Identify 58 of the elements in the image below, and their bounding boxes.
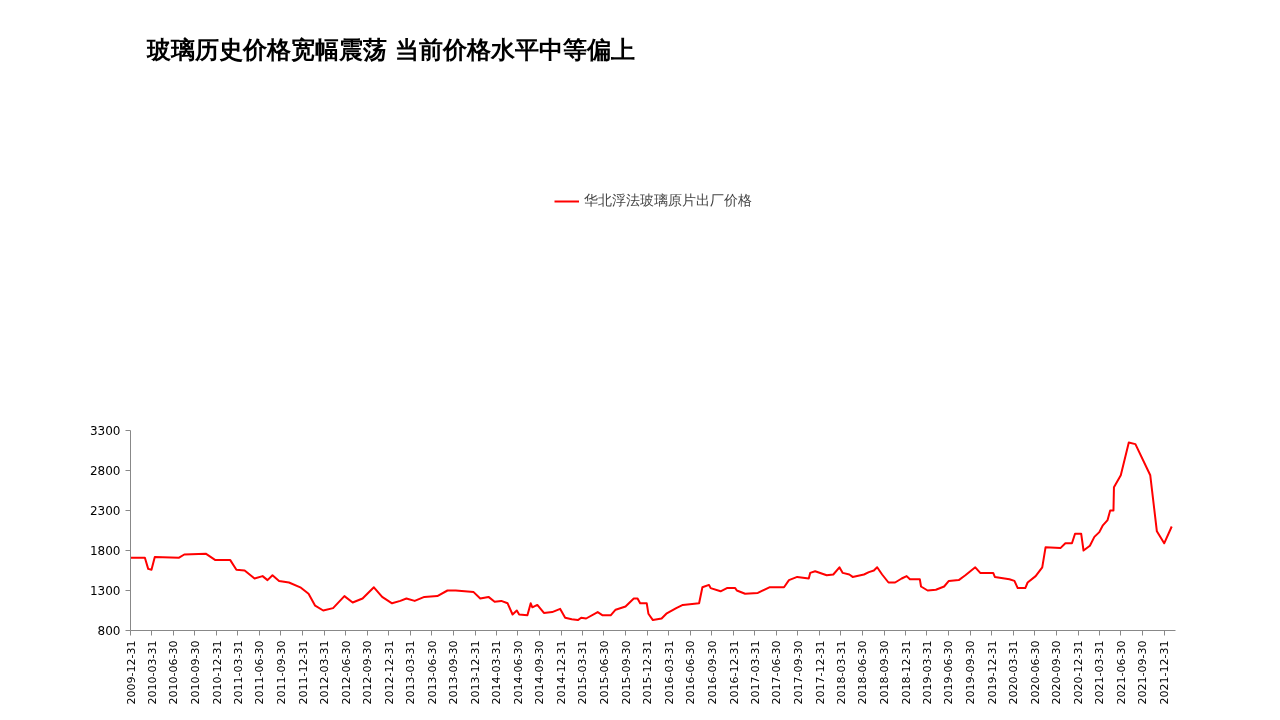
y-tick-label: 3300	[89, 424, 121, 438]
x-tick-label: 2012-09-30	[361, 640, 375, 705]
x-tick-label: 2011-12-31	[296, 640, 310, 705]
y-tick-label: 1300	[89, 584, 121, 598]
x-tick-label: 2014-12-31	[555, 640, 569, 705]
x-tick-label: 2015-06-30	[597, 640, 611, 705]
x-tick-label: 2018-09-30	[878, 640, 891, 705]
x-tick-label: 2015-03-31	[576, 640, 590, 705]
x-tick-label: 2017-06-30	[770, 640, 784, 705]
x-tick-label: 2019-09-30	[964, 640, 978, 705]
x-tick-label: 2021-06-30	[1114, 640, 1128, 705]
x-tick-label: 2013-06-30	[425, 640, 439, 705]
x-tick-label: 2019-03-31	[920, 640, 934, 705]
x-tick-label: 2010-09-30	[188, 640, 202, 705]
x-tick-label: 2013-09-30	[447, 640, 461, 705]
x-tick-label: 2014-06-30	[511, 640, 525, 705]
x-tick-label: 2020-03-31	[1007, 640, 1021, 705]
x-tick-label: 2016-12-31	[727, 640, 741, 705]
x-tick-label: 2018-06-30	[856, 640, 870, 705]
x-tick-label: 2020-09-30	[1050, 640, 1064, 705]
x-tick-label: 2011-09-30	[274, 640, 288, 705]
y-tick-label: 800	[97, 624, 121, 638]
x-tick-label: 2016-09-30	[705, 640, 719, 705]
legend-label: 华北浮法玻璃原片出厂价格	[583, 191, 752, 210]
x-tick-label: 2018-03-31	[834, 640, 848, 705]
x-tick-label: 2019-06-30	[942, 640, 956, 705]
x-tick-label: 2012-12-31	[382, 640, 396, 705]
line-series	[130, 441, 1173, 622]
x-tick-label: 2016-06-30	[684, 640, 698, 705]
x-tick-label: 2011-06-30	[253, 640, 267, 705]
y-tick-label: 2300	[89, 504, 121, 518]
x-tick-label: 2014-09-30	[533, 640, 547, 705]
x-tick-label: 2019-12-31	[985, 640, 999, 705]
x-tick-label: 2013-12-31	[469, 640, 483, 705]
x-tick-label: 2015-12-31	[641, 640, 655, 705]
x-tick-label: 2012-03-31	[318, 640, 332, 705]
x-tick-label: 2021-12-31	[1158, 640, 1172, 705]
x-tick-label: 2018-12-31	[899, 640, 913, 705]
chart-title: 玻璃历史价格宽幅震荡 当前价格水平中等偏上	[147, 35, 636, 66]
x-tick-label: 2010-12-31	[210, 640, 224, 705]
x-tick-label: 2011-03-31	[231, 640, 245, 705]
x-tick-label: 2010-03-31	[145, 640, 159, 705]
x-tick-label: 2017-09-30	[791, 640, 805, 705]
x-tick-label: 2014-03-31	[490, 640, 504, 705]
x-tick-label: 2009-12-31	[124, 640, 138, 705]
x-tick-label: 2017-03-31	[748, 640, 762, 705]
x-tick-label: 2021-03-31	[1093, 640, 1107, 705]
y-tick-label: 1800	[89, 544, 121, 558]
x-tick-label: 2012-06-30	[339, 640, 353, 705]
x-tick-label: 2016-03-31	[662, 640, 676, 705]
y-tick-label: 2800	[89, 464, 121, 478]
x-tick-label: 2017-12-31	[813, 640, 827, 705]
x-tick-label: 2020-12-31	[1072, 640, 1086, 705]
x-tick-label: 2013-03-31	[404, 640, 418, 705]
x-tick-label: 2010-06-30	[167, 640, 181, 705]
x-tick-label: 2020-06-30	[1028, 640, 1042, 705]
x-tick-label: 2021-09-30	[1136, 640, 1150, 705]
x-tick-label: 2015-09-30	[619, 640, 633, 705]
